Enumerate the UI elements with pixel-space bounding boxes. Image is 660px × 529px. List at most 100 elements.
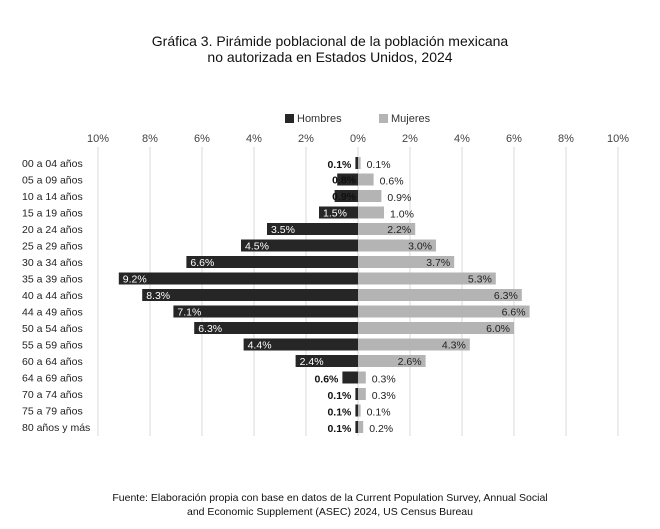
data-label-hombres: 4.5% (245, 241, 269, 253)
category-label: 20 a 24 años (22, 224, 83, 236)
x-tick-label: 6% (194, 133, 210, 145)
data-label-hombres: 0.1% (327, 159, 352, 171)
category-label: 00 a 04 años (22, 158, 83, 170)
data-label-hombres: 0.1% (327, 390, 352, 402)
data-label-mujeres: 4.3% (442, 340, 466, 352)
bar-hombres (267, 223, 358, 235)
x-tick-label: 6% (506, 133, 522, 145)
category-label: 64 a 69 años (22, 373, 83, 385)
x-tick-label: 10% (607, 133, 629, 145)
category-label: 75 a 79 años (22, 406, 83, 418)
category-label: 44 a 49 años (22, 307, 83, 319)
chart-title-line1: Gráfica 3. Pirámide poblacional de la po… (151, 33, 509, 49)
legend-label-mujeres: Mujeres (391, 113, 431, 125)
bar-hombres (194, 322, 358, 334)
bar-hombres (342, 371, 358, 384)
data-label-hombres: 0.1% (327, 423, 352, 435)
data-label-mujeres: 0.3% (372, 390, 396, 402)
x-tick-label: 8% (142, 133, 158, 145)
data-label-hombres: 8.3% (146, 290, 170, 302)
x-tick-label: 2% (402, 133, 418, 145)
category-label: 50 a 54 años (22, 323, 83, 335)
category-label: 80 años y más (22, 422, 90, 434)
bar-hombres (334, 190, 358, 202)
data-label-mujeres: 5.3% (468, 274, 492, 286)
bar-mujeres (358, 388, 366, 400)
data-label-mujeres: 2.2% (387, 224, 411, 236)
data-label-mujeres: 6.3% (494, 290, 518, 302)
bar-hombres (186, 256, 358, 268)
x-tick-label: 10% (87, 133, 109, 145)
category-label: 35 a 39 años (22, 274, 83, 286)
bar-mujeres (358, 157, 361, 169)
data-label-mujeres: 6.6% (502, 307, 526, 319)
bar-mujeres (358, 223, 416, 235)
data-label-hombres: 1.5% (323, 208, 347, 220)
bar-mujeres (358, 190, 382, 202)
data-label-mujeres: 2.6% (398, 356, 422, 368)
category-label: 70 a 74 años (22, 389, 83, 401)
legend-swatch-mujeres (379, 114, 388, 123)
bar-mujeres (358, 272, 496, 285)
source-note-line2: and Economic Supplement (ASEC) 2024, US … (187, 506, 473, 518)
bar-hombres (173, 305, 358, 318)
data-label-hombres: 4.4% (248, 340, 272, 352)
bar-mujeres (358, 322, 514, 334)
data-label-mujeres: 6.0% (486, 323, 510, 335)
x-tick-label: 4% (246, 133, 262, 145)
category-label: 60 a 64 años (22, 356, 83, 368)
data-label-mujeres: 3.7% (426, 257, 450, 269)
data-label-mujeres: 0.6% (380, 176, 404, 188)
category-label: 30 a 34 años (22, 257, 83, 269)
bar-hombres (355, 421, 358, 433)
population-pyramid-chart: 10% 8% 6% 4% 2% 0% 2% 4% 6% 8% 10% Hombres Mujeres … (22, 113, 629, 436)
bar-mujeres (358, 239, 436, 252)
data-label-mujeres: 0.2% (369, 423, 393, 435)
data-label-hombres: 7.1% (177, 307, 201, 319)
x-tick-label: 2% (298, 133, 314, 145)
data-label-hombres: 6.3% (198, 323, 222, 335)
source-note-line1: Fuente: Elaboración propia con base en d… (112, 492, 548, 504)
bar-mujeres (358, 338, 470, 351)
data-label-mujeres: 0.3% (372, 374, 396, 386)
bar-mujeres (358, 371, 366, 384)
bar-mujeres (358, 305, 530, 318)
bar-hombres (142, 289, 358, 301)
bar-mujeres (358, 206, 384, 219)
bar-hombres (243, 338, 358, 351)
chart-title-line2: no autorizada en Estados Unidos, 2024 (207, 49, 453, 65)
bar-mujeres (358, 256, 455, 268)
data-label-mujeres: 0.1% (367, 159, 391, 171)
data-label-mujeres: 3.0% (408, 241, 432, 253)
category-label: 40 a 44 años (22, 290, 83, 302)
bar-hombres (337, 173, 358, 186)
bar-hombres (241, 239, 358, 252)
legend-label-hombres: Hombres (297, 113, 342, 125)
data-label-hombres: 0.8% (332, 175, 357, 187)
data-label-mujeres: 0.1% (367, 407, 391, 419)
data-label-hombres: 6.6% (190, 257, 214, 269)
data-label-hombres: 3.5% (271, 224, 295, 236)
x-tick-label: 8% (558, 133, 574, 145)
data-label-hombres: 0.9% (332, 191, 357, 203)
x-tick-label: 4% (454, 133, 470, 145)
bar-mujeres (358, 404, 361, 417)
category-label: 15 a 19 años (22, 208, 83, 220)
bar-mujeres (358, 421, 364, 433)
bar-hombres (355, 404, 358, 417)
data-label-hombres: 9.2% (123, 274, 147, 286)
legend-swatch-hombres (285, 114, 294, 123)
bar-hombres (118, 272, 358, 285)
bar-hombres (355, 388, 358, 400)
data-label-mujeres: 1.0% (390, 209, 414, 221)
data-label-hombres: 0.1% (327, 407, 352, 419)
data-label-mujeres: 0.9% (387, 192, 411, 204)
bar-mujeres (358, 355, 426, 367)
category-label: 10 a 14 años (22, 191, 83, 203)
category-label: 55 a 59 años (22, 340, 83, 352)
bar-hombres (295, 355, 358, 367)
data-label-hombres: 0.6% (314, 374, 339, 386)
x-tick-label: 0% (350, 133, 366, 145)
data-label-hombres: 2.4% (300, 356, 324, 368)
bar-hombres (319, 206, 358, 219)
